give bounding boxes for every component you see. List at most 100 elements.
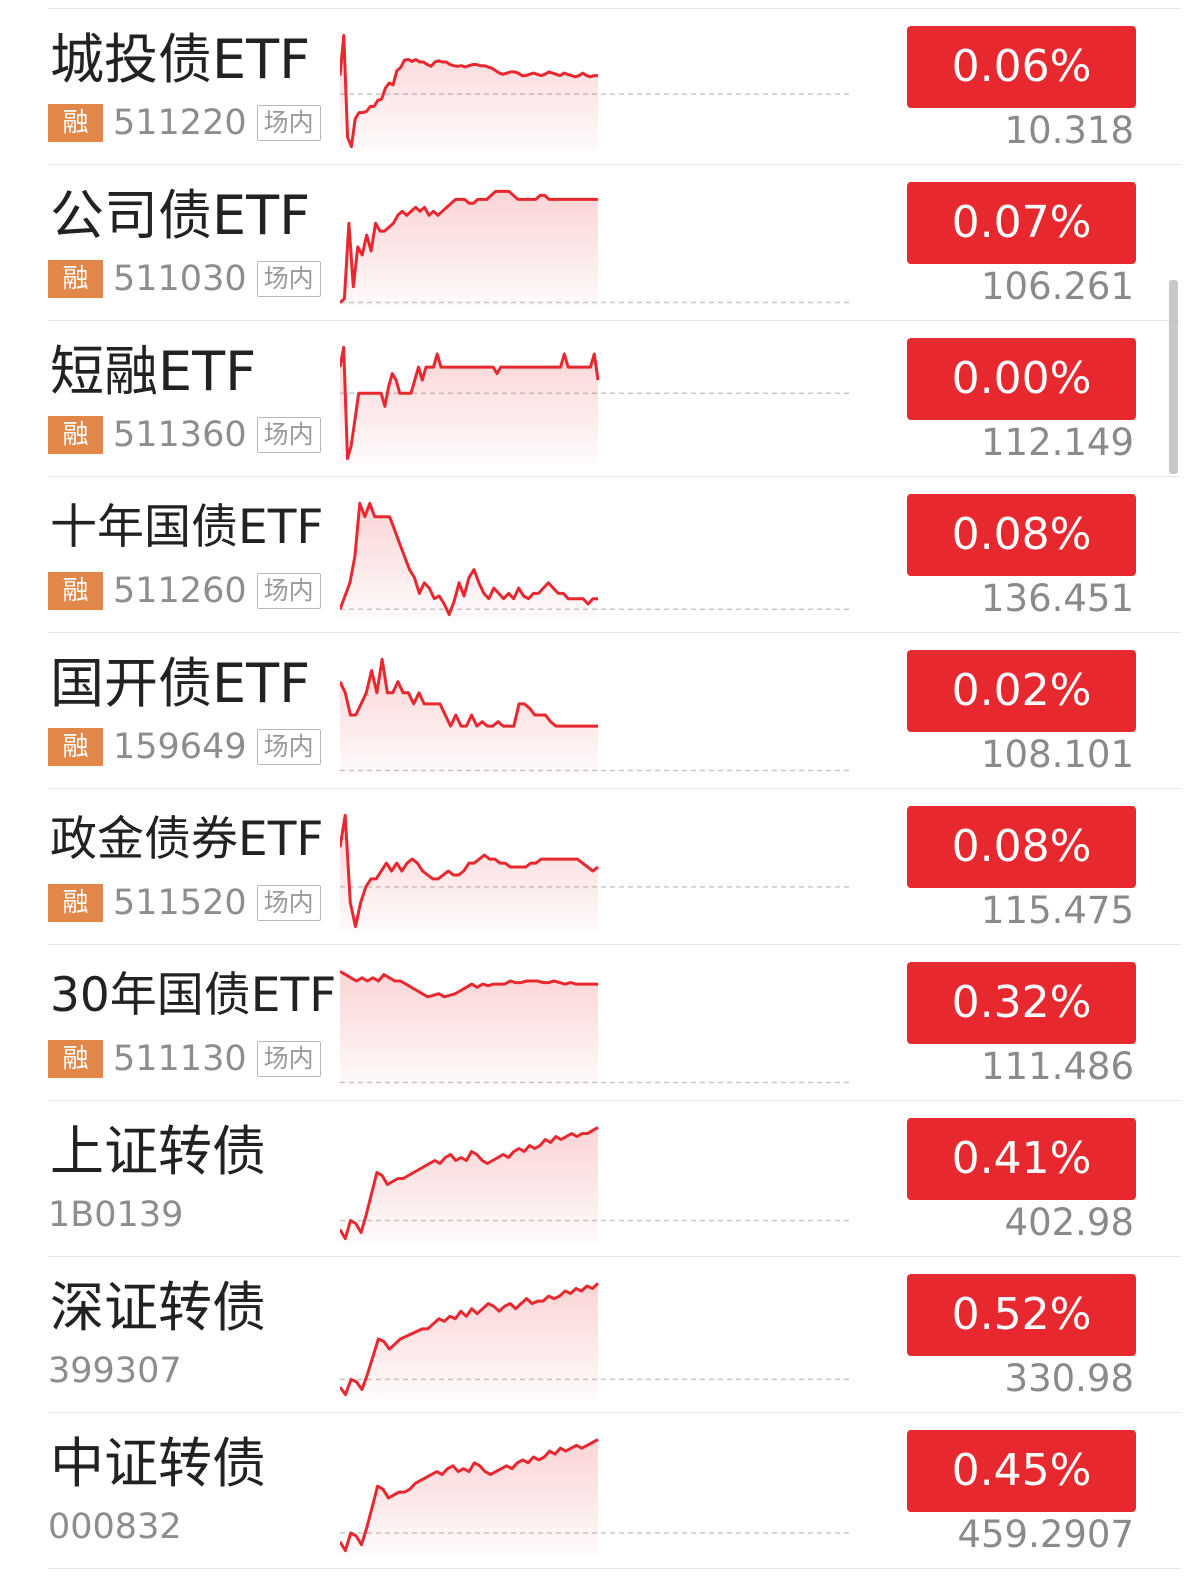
security-code: 511030 (113, 259, 247, 299)
sparkline-area (340, 1283, 598, 1399)
security-name: 国开债ETF (50, 652, 311, 715)
row-divider (48, 1412, 1180, 1413)
security-meta: 融 511130 场内 (48, 1039, 321, 1079)
row-divider (48, 164, 1180, 165)
quote-row[interactable]: 30年国债ETF 融 511130 场内 0.32% 111.486 (0, 945, 1186, 1101)
change-percent-button[interactable]: 0.32% (907, 962, 1136, 1044)
change-percent-button[interactable]: 0.45% (907, 1430, 1136, 1512)
scrollbar[interactable] (1169, 280, 1178, 474)
security-code: 511360 (113, 415, 247, 455)
security-meta: 000832 (48, 1507, 182, 1547)
intraday-sparkline (340, 189, 852, 307)
row-divider (48, 1100, 1180, 1101)
sparkline-area (340, 1127, 598, 1243)
exchange-traded-badge: 场内 (256, 729, 321, 765)
security-name: 政金债券ETF (50, 812, 324, 867)
intraday-sparkline (340, 345, 852, 463)
row-divider (48, 1256, 1180, 1257)
security-code: 000832 (48, 1507, 182, 1547)
quote-row[interactable]: 上证转债 1B0139 0.41% 402.98 (0, 1101, 1186, 1257)
intraday-sparkline (340, 1438, 852, 1555)
security-name: 短融ETF (50, 340, 257, 403)
security-code: 159649 (113, 727, 247, 767)
last-price: 330.98 (1004, 1357, 1134, 1400)
last-price: 106.261 (980, 265, 1134, 308)
intraday-sparkline (340, 1282, 852, 1399)
security-code: 511520 (113, 883, 247, 923)
intraday-sparkline (340, 813, 852, 931)
sparkline-line (340, 657, 598, 728)
security-name: 30年国债ETF (50, 968, 337, 1023)
row-divider (48, 476, 1180, 477)
security-name: 中证转债 (50, 1432, 266, 1495)
sparkline-area (340, 659, 598, 775)
last-price: 111.486 (980, 1045, 1134, 1088)
margin-trading-badge: 融 (48, 416, 103, 454)
change-percent-button[interactable]: 0.07% (907, 182, 1136, 264)
sparkline-area (340, 347, 598, 463)
security-meta: 399307 (48, 1351, 182, 1391)
sparkline-line (340, 345, 600, 461)
security-meta: 融 511520 场内 (48, 883, 321, 923)
last-price: 108.101 (980, 733, 1134, 776)
security-meta: 融 511360 场内 (48, 415, 321, 455)
sparkline-line (340, 813, 599, 929)
quote-row[interactable]: 国开债ETF 融 159649 场内 0.02% 108.101 (0, 633, 1186, 789)
change-percent-button[interactable]: 0.08% (907, 806, 1136, 888)
change-percent-button[interactable]: 0.41% (907, 1118, 1136, 1200)
margin-trading-badge: 融 (48, 728, 103, 766)
row-divider (48, 788, 1180, 789)
quote-row[interactable]: 公司债ETF 融 511030 场内 0.07% 106.261 (0, 165, 1186, 321)
security-name: 十年国债ETF (50, 500, 324, 555)
last-price: 10.318 (1004, 109, 1134, 152)
change-percent-button[interactable]: 0.02% (907, 650, 1136, 732)
security-meta: 融 159649 场内 (48, 727, 321, 767)
last-price: 402.98 (1004, 1201, 1134, 1244)
margin-trading-badge: 融 (48, 572, 103, 610)
security-name: 公司债ETF (50, 184, 311, 247)
sparkline-area (340, 1439, 598, 1555)
security-name: 上证转债 (50, 1120, 266, 1183)
intraday-sparkline (340, 33, 852, 151)
security-meta: 1B0139 (48, 1195, 183, 1235)
exchange-traded-badge: 场内 (256, 885, 321, 921)
last-price: 115.475 (980, 889, 1134, 932)
change-percent-button[interactable]: 0.00% (907, 338, 1136, 420)
exchange-traded-badge: 场内 (256, 105, 321, 141)
top-divider (48, 8, 1180, 9)
row-divider (48, 944, 1180, 945)
intraday-sparkline (340, 657, 852, 775)
margin-trading-badge: 融 (48, 260, 103, 298)
sparkline-line (340, 1438, 599, 1553)
sparkline-line (340, 970, 598, 999)
last-price: 112.149 (980, 421, 1134, 464)
security-name: 城投债ETF (50, 28, 311, 91)
margin-trading-badge: 融 (48, 1040, 103, 1078)
change-percent-button[interactable]: 0.06% (907, 26, 1136, 108)
sparkline-area (340, 503, 598, 619)
quote-row[interactable]: 深证转债 399307 0.52% 330.98 (0, 1257, 1186, 1413)
intraday-sparkline (340, 501, 852, 619)
last-price: 136.451 (980, 577, 1134, 620)
change-percent-button[interactable]: 0.08% (907, 494, 1136, 576)
quote-row[interactable]: 中证转债 000832 0.45% 459.2907 (0, 1413, 1186, 1569)
etf-quote-list: 城投债ETF 融 511220 场内 0.06% 10.318 公司债ETF 融 511030 场… (0, 9, 1186, 1569)
quote-row[interactable]: 短融ETF 融 511360 场内 0.00% 112.149 (0, 321, 1186, 477)
sparkline-line (340, 189, 598, 304)
change-percent-button[interactable]: 0.52% (907, 1274, 1136, 1356)
quote-row[interactable]: 政金债券ETF 融 511520 场内 0.08% 115.475 (0, 789, 1186, 945)
sparkline-area (340, 191, 598, 307)
security-meta: 融 511220 场内 (48, 103, 321, 143)
sparkline-line (340, 1282, 600, 1397)
exchange-traded-badge: 场内 (256, 573, 321, 609)
sparkline-area (340, 35, 598, 151)
quote-row[interactable]: 城投债ETF 融 511220 场内 0.06% 10.318 (0, 9, 1186, 165)
security-meta: 融 511260 场内 (48, 571, 321, 611)
security-code: 511260 (113, 571, 247, 611)
row-divider (48, 632, 1180, 633)
intraday-sparkline (340, 1126, 852, 1243)
quote-row[interactable]: 十年国债ETF 融 511260 场内 0.08% 136.451 (0, 477, 1186, 633)
sparkline-area (340, 971, 598, 1087)
sparkline-line (340, 33, 598, 149)
intraday-sparkline (340, 970, 852, 1087)
